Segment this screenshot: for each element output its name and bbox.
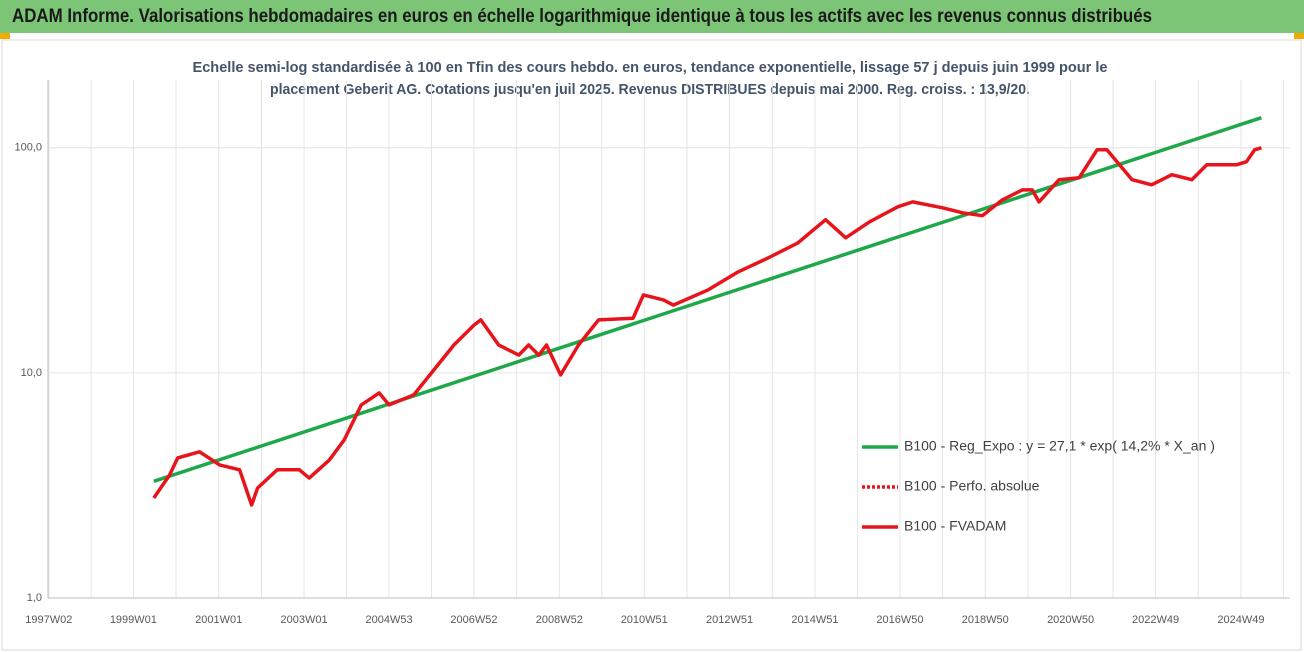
- legend-label: B100 - FVADAM: [904, 518, 1006, 534]
- x-tick-label: 2001W01: [195, 614, 242, 626]
- x-tick-label: 2006W52: [450, 614, 497, 626]
- x-tick-label: 2008W52: [536, 614, 583, 626]
- x-tick-label: 2010W51: [621, 614, 668, 626]
- y-tick-label: 1,0: [27, 592, 42, 604]
- series-line: [152, 146, 1262, 507]
- y-tick-label: 10,0: [21, 367, 42, 379]
- x-tick-label: 2018W50: [962, 614, 1009, 626]
- x-tick-label: 2012W51: [706, 614, 753, 626]
- x-tick-label: 2003W01: [281, 614, 328, 626]
- corner-mark: [1294, 33, 1304, 39]
- chart-subtitle: placement Geberit AG. Cotations jusqu'en…: [270, 81, 1030, 98]
- x-tick-label: 2022W49: [1132, 614, 1179, 626]
- legend-label: B100 - Perfo. absolue: [904, 478, 1040, 494]
- y-tick-label: 100,0: [14, 142, 42, 154]
- x-tick-label: 2024W49: [1217, 614, 1264, 626]
- x-tick-label: 2014W51: [791, 614, 838, 626]
- x-tick-label: 1997W02: [25, 614, 72, 626]
- x-tick-label: 2020W50: [1047, 614, 1094, 626]
- x-tick-label: 2004W53: [365, 614, 412, 626]
- plot-area: 1,0 10,0 100,0 1997W02 1999W01 2001W01 2003W01…: [14, 80, 1290, 626]
- corner-mark: [0, 33, 10, 39]
- x-tick-label: 1999W01: [110, 614, 157, 626]
- x-tick-label: 2016W50: [876, 614, 923, 626]
- chart-frame: [1, 39, 1302, 651]
- title-banner: [0, 0, 1304, 33]
- chart-title: ADAM Informe. Valorisations hebdomadaire…: [12, 6, 1152, 27]
- legend-label: B100 - Reg_Expo : y = 27,1 * exp( 14,2% …: [904, 438, 1215, 454]
- chart-subtitle: Echelle semi-log standardisée à 100 en T…: [193, 59, 1108, 76]
